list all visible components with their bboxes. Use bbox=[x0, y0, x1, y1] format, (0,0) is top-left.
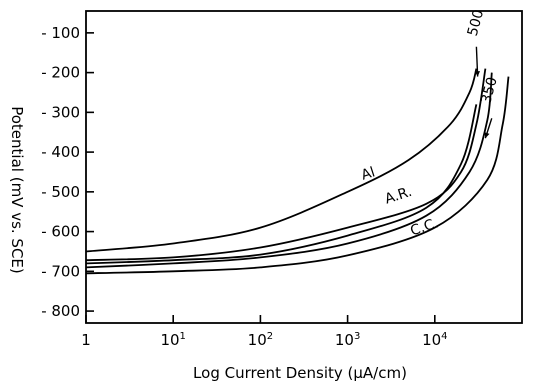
y-tick-label: - 700 bbox=[41, 262, 80, 280]
y-axis: - 100 - 200 - 300 - 400 - 500 - 600 - 700 - 800 bbox=[41, 24, 94, 320]
y-tick-label: - 100 bbox=[41, 24, 80, 42]
series-line-350 bbox=[85, 72, 493, 269]
x-tick-label: 101 bbox=[160, 331, 185, 349]
y-tick-label: - 400 bbox=[41, 143, 80, 161]
y-tick-label: - 500 bbox=[41, 183, 80, 201]
series-line-cc bbox=[85, 76, 510, 275]
y-tick-label: - 300 bbox=[41, 103, 80, 121]
series-line-al bbox=[85, 68, 478, 253]
annotation-group: Al A.R. C.C. 500 350 bbox=[359, 8, 501, 240]
x-tick-label: 103 bbox=[335, 331, 360, 349]
annotation-label: Al bbox=[359, 164, 377, 183]
x-tick-label: 104 bbox=[422, 331, 447, 349]
x-axis-title: Log Current Density (µA/cm) bbox=[193, 364, 407, 382]
series-line-ar bbox=[85, 68, 487, 262]
annotation-label: 500 bbox=[465, 8, 487, 38]
annotation-label: 350 bbox=[478, 75, 500, 105]
x-tick-label: 1 bbox=[81, 331, 91, 349]
plot-frame bbox=[85, 10, 523, 324]
x-tick-label: 102 bbox=[248, 331, 273, 349]
x-axis: 1 101 102 103 104 bbox=[81, 315, 448, 349]
y-tick-label: - 800 bbox=[41, 302, 80, 320]
annotation-label: C.C. bbox=[408, 215, 440, 239]
y-tick-label: - 600 bbox=[41, 223, 80, 241]
arrow-head bbox=[474, 71, 481, 77]
arrow-head bbox=[484, 132, 490, 139]
series-line-500 bbox=[85, 104, 478, 265]
annotation-label: A.R. bbox=[383, 184, 414, 208]
y-axis-title: Potential (mV vs. SCE) bbox=[8, 106, 26, 274]
series-group bbox=[85, 68, 510, 275]
y-tick-label: - 200 bbox=[41, 64, 80, 82]
